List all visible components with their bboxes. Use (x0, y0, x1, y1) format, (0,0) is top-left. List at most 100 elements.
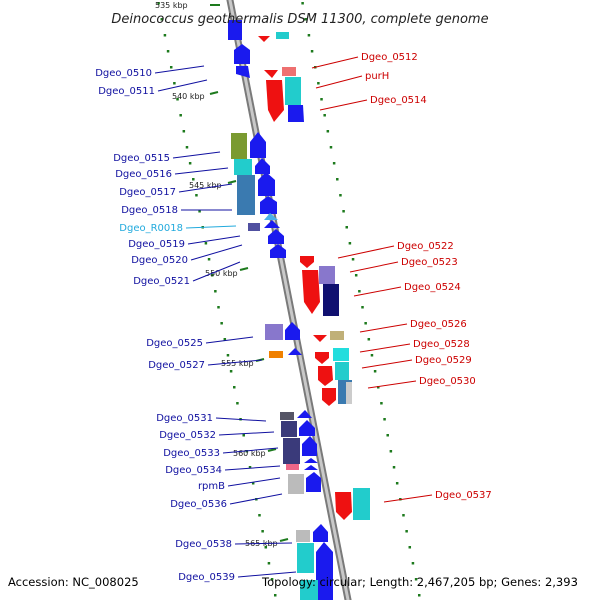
tick-dot (267, 562, 271, 565)
gene-arrow (264, 70, 278, 78)
tick-dot (380, 402, 383, 405)
tick-dot (173, 82, 176, 85)
gene-label: Dgeo_0528 (413, 339, 470, 350)
tick-mark (279, 538, 289, 542)
gene-label: Dgeo_0522 (397, 241, 454, 252)
tick-dot (233, 386, 236, 389)
gene-arrow (260, 196, 277, 214)
tick-dot (179, 114, 182, 117)
gene-arrow (258, 172, 275, 196)
tick-dot (198, 210, 201, 213)
gene-arrow (313, 335, 327, 342)
tick-dot (176, 98, 179, 101)
leader-line (222, 447, 279, 454)
tick-dot (320, 98, 323, 101)
gene-label: Dgeo_0515 (113, 153, 170, 164)
tick-mark (227, 180, 237, 184)
tick-dot (304, 18, 308, 21)
tick-dot (411, 562, 415, 565)
gene-block (288, 474, 304, 494)
tick-dot (332, 162, 336, 165)
gene-label: Dgeo_0539 (178, 572, 235, 583)
tick-dot (220, 322, 223, 325)
gene-block (346, 382, 352, 404)
tick-dot (204, 242, 208, 245)
gene-label: Dgeo_0519 (128, 239, 185, 250)
gene-block (248, 223, 260, 231)
gene-label: Dgeo_0534 (165, 465, 222, 476)
gene-block (282, 67, 296, 76)
gene-block (234, 159, 252, 175)
tick-dot (354, 274, 358, 277)
gene-label: Dgeo_0518 (121, 205, 178, 216)
rna-gene-arrow (264, 213, 278, 220)
tick-dot (373, 370, 377, 373)
gene-label: Dgeo_0521 (133, 276, 190, 287)
gene-label: Dgeo_0527 (148, 360, 205, 371)
tick-dot (336, 178, 339, 181)
gene-block (353, 488, 370, 520)
gene-label: Dgeo_0525 (146, 338, 203, 349)
tick-dot (242, 434, 245, 437)
leader-line (227, 477, 281, 487)
tick-dot (226, 354, 230, 357)
tick-dot (345, 226, 348, 229)
gene-label: Dgeo_0520 (131, 255, 188, 266)
accession-label: Accession: NC_008025 (8, 575, 139, 589)
tick-dot (329, 146, 333, 149)
tick-dot (307, 34, 311, 37)
gene-block (286, 464, 299, 470)
tick-dot (364, 322, 367, 325)
leader-line (187, 235, 241, 245)
tick-dot (261, 530, 264, 533)
gene-arrow (288, 105, 304, 122)
gene-label: Dgeo_0537 (435, 490, 492, 501)
tick-dot (264, 546, 268, 549)
gene-arrow (306, 472, 321, 492)
gene-arrow (264, 220, 280, 228)
gene-label: Dgeo_0538 (175, 539, 232, 550)
leader-line (229, 493, 283, 505)
tick-dot (351, 258, 355, 261)
gene-block (269, 351, 283, 358)
tick-dot (358, 290, 361, 293)
gene-label: Dgeo_0514 (370, 95, 427, 106)
tick-dot (188, 162, 192, 165)
gene-arrow (315, 352, 329, 364)
gene-arrow (322, 388, 336, 406)
tick-mark (209, 91, 219, 95)
gene-arrow (288, 348, 302, 355)
gene-arrow (236, 66, 250, 78)
gene-block (283, 438, 300, 464)
tick-label: 555 kbp (221, 359, 254, 368)
tick-label: 560 kbp (233, 449, 266, 458)
gene-block (231, 133, 247, 159)
gene-block (265, 324, 283, 340)
leader-line (315, 75, 363, 89)
gene-block (285, 77, 301, 105)
tick-dot (169, 66, 173, 69)
tick-dot (223, 338, 227, 341)
leader-line (359, 343, 411, 353)
gene-label: Dgeo_0510 (95, 68, 152, 79)
gene-label: Dgeo_R0018 (119, 223, 183, 234)
tick-dot (395, 482, 399, 485)
tick-dot (361, 306, 364, 309)
gene-arrow (304, 458, 318, 463)
tick-dot (402, 514, 405, 517)
tick-dot (323, 114, 326, 117)
tick-dot (166, 50, 170, 53)
tick-dot (210, 274, 214, 277)
gene-arrow (335, 492, 352, 520)
gene-block (323, 284, 339, 316)
gene-label: Dgeo_0532 (159, 430, 216, 441)
leader-line (353, 286, 402, 297)
leader-line (367, 380, 417, 389)
gene-label: Dgeo_0523 (401, 257, 458, 268)
tick-dot (342, 210, 345, 213)
leader-line (311, 56, 359, 69)
gene-block (333, 348, 349, 361)
tick-dot (192, 178, 195, 181)
gene-block (237, 175, 255, 215)
